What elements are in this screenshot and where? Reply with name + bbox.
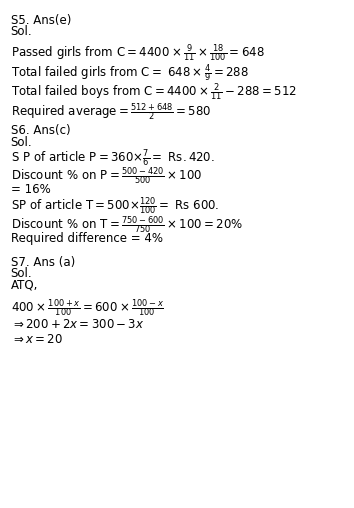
Text: ATQ,: ATQ,: [11, 278, 38, 292]
Text: Required difference = 4%: Required difference = 4%: [11, 232, 162, 245]
Text: S5. Ans(e): S5. Ans(e): [11, 14, 71, 27]
Text: $\mathrm{Total\ failed\ boys\ from\ C = 4400 \times \frac{2}{11} - 288 = 512}$: $\mathrm{Total\ failed\ boys\ from\ C = …: [11, 81, 297, 103]
Text: $\mathrm{Discount\ \%\ on\ P =\frac{500-420}{500} \times 100}$: $\mathrm{Discount\ \%\ on\ P =\frac{500-…: [11, 166, 202, 187]
Text: $\mathrm{Total\ failed\ girls\ from\ C =\ 648 \times \frac{4}{9} = 288}$: $\mathrm{Total\ failed\ girls\ from\ C =…: [11, 62, 249, 84]
Text: S7. Ans (a): S7. Ans (a): [11, 256, 75, 269]
Text: $\mathrm{\Rightarrow \mathit{x} = 20}$: $\mathrm{\Rightarrow \mathit{x} = 20}$: [11, 333, 63, 346]
Text: = 16%: = 16%: [11, 183, 50, 196]
Text: $\mathrm{\Rightarrow 200 + 2\mathit{x} = 300 - 3\mathit{x}}$: $\mathrm{\Rightarrow 200 + 2\mathit{x} =…: [11, 318, 144, 331]
Text: Sol.: Sol.: [11, 25, 32, 39]
Text: $\mathrm{400 \times \frac{100+\mathit{x}}{100} = 600 \times \frac{100-\mathit{x}: $\mathrm{400 \times \frac{100+\mathit{x}…: [11, 297, 164, 319]
Text: $\mathrm{SP\ of\ article\ T = 500{\times}\frac{120}{100}{=}\ Rs\ 600.}$: $\mathrm{SP\ of\ article\ T = 500{\times…: [11, 195, 219, 217]
Text: $\mathrm{Required\ average = \frac{512+648}{2} = 580}$: $\mathrm{Required\ average = \frac{512+6…: [11, 102, 211, 123]
Text: Sol.: Sol.: [11, 267, 32, 280]
Text: Sol.: Sol.: [11, 136, 32, 149]
Text: $\mathrm{Discount\ \%\ on\ T = \frac{750-600}{750} \times 100 = 20\%}$: $\mathrm{Discount\ \%\ on\ T = \frac{750…: [11, 214, 243, 236]
Text: $\mathrm{Passed\ girls\ from\ C = 4400 \times \frac{9}{11} \times \frac{18}{100}: $\mathrm{Passed\ girls\ from\ C = 4400 \…: [11, 43, 264, 65]
Text: $\mathrm{S\ P\ of\ article\ P = 360{\times}\frac{7}{6}{=}\ Rs.420.}$: $\mathrm{S\ P\ of\ article\ P = 360{\tim…: [11, 147, 215, 169]
Text: S6. Ans(c): S6. Ans(c): [11, 124, 70, 138]
